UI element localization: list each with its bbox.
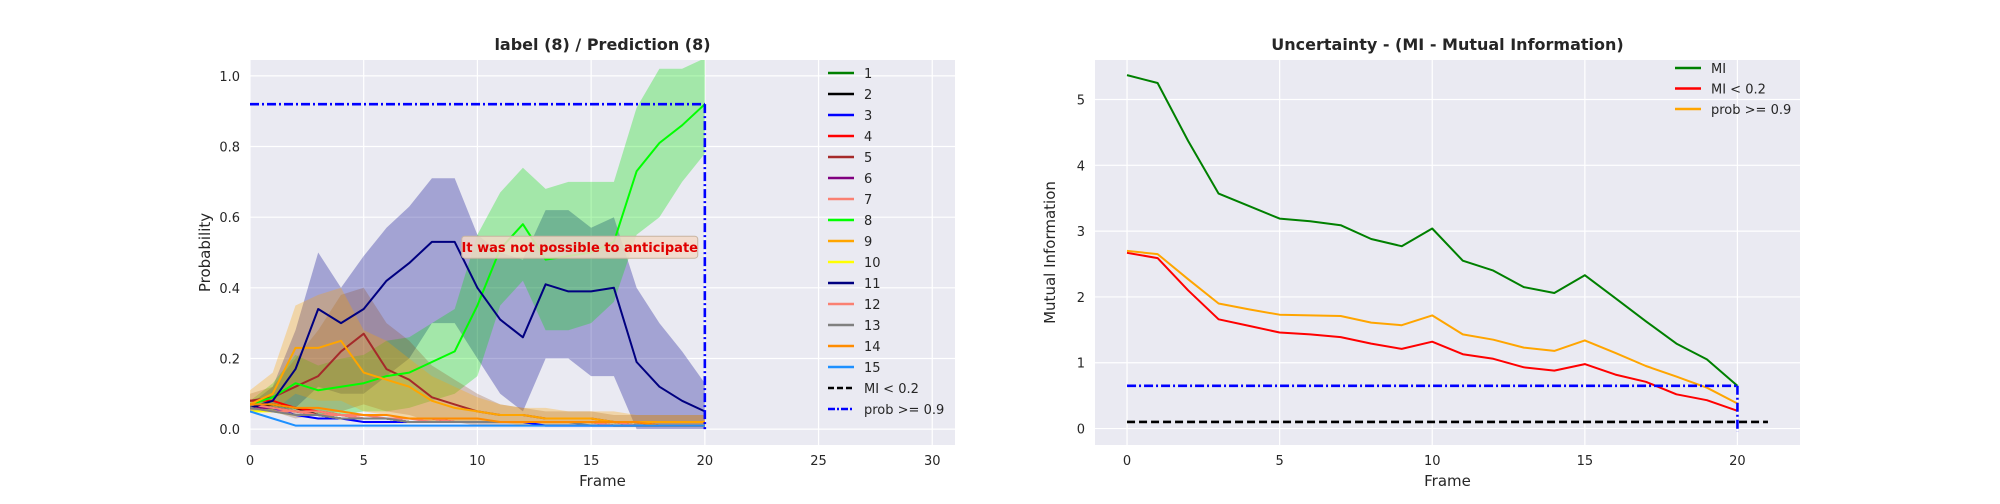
annotation-box xyxy=(461,235,699,259)
legend-label: MI xyxy=(1711,62,1726,77)
chart-title: label (8) / Prediction (8) xyxy=(494,35,710,54)
probability-chart: 0 5 10 15 20 25 300.00.20.40.60.81.0It was not… xyxy=(196,35,955,490)
series-line-prob-0-9 xyxy=(1126,249,1738,405)
x-tick-label: 10 xyxy=(469,454,486,469)
plot-area xyxy=(1095,60,1800,445)
y-tick-label: 0.0 xyxy=(219,423,240,438)
legend-label: prob >= 0.9 xyxy=(864,403,944,418)
x-tick-label: 5 xyxy=(1276,454,1284,469)
confidence-band-9 xyxy=(250,287,705,426)
legend-label: 7 xyxy=(864,193,872,208)
y-tick-label: 1.0 xyxy=(219,70,240,85)
legend-label: 9 xyxy=(864,235,872,250)
y-tick-label: 5 xyxy=(1077,93,1085,108)
legend-label: 15 xyxy=(864,361,881,376)
legend-label: 3 xyxy=(864,109,872,124)
y-axis-label: Probability xyxy=(196,213,214,292)
x-tick-label: 25 xyxy=(810,454,827,469)
legend-label: 13 xyxy=(864,319,881,334)
y-tick-label: 4 xyxy=(1077,159,1085,174)
x-axis-label: Frame xyxy=(579,472,626,490)
series-line-mi xyxy=(1126,74,1739,387)
y-axis-label: Mutual Information xyxy=(1041,181,1059,324)
legend-label: prob >= 0.9 xyxy=(1711,103,1791,118)
legend-label: 1 xyxy=(864,67,872,82)
series-line-8 xyxy=(250,103,706,406)
legend-label: 6 xyxy=(864,172,872,187)
y-tick-label: 2 xyxy=(1077,291,1085,306)
series-line-14 xyxy=(250,403,705,427)
legend-label: MI < 0.2 xyxy=(864,382,919,397)
chart-title: Uncertainty - (MI - Mutual Information) xyxy=(1271,35,1623,54)
y-tick-label: 3 xyxy=(1077,225,1085,240)
legend-label: 5 xyxy=(864,151,872,166)
legend: MI MI < 0.2 prob >= 0.9 xyxy=(1675,62,1791,118)
legend-label: 10 xyxy=(864,256,881,271)
x-tick-label: 20 xyxy=(697,454,714,469)
x-tick-label: 5 xyxy=(360,454,368,469)
legend-label: 8 xyxy=(864,214,872,229)
series-line-11 xyxy=(250,240,706,413)
x-tick-label: 0 xyxy=(1123,454,1131,469)
x-tick-label: 20 xyxy=(1729,454,1746,469)
plot-content xyxy=(1126,74,1739,412)
y-tick-label: 0.4 xyxy=(219,282,240,297)
y-tick-label: 1 xyxy=(1077,357,1085,372)
x-tick-label: 15 xyxy=(583,454,600,469)
legend-label: MI < 0.2 xyxy=(1711,83,1766,98)
legend-label: 2 xyxy=(864,88,872,103)
confidence-band-5 xyxy=(250,287,705,426)
legend-label: 14 xyxy=(864,340,881,355)
annotation-text: It was not possible to anticipate xyxy=(462,241,699,256)
series-line-mi-0-2 xyxy=(1126,251,1738,412)
x-tick-label: 15 xyxy=(1577,454,1594,469)
y-tick-label: 0.2 xyxy=(219,352,240,367)
y-tick-label: 0.8 xyxy=(219,141,240,156)
x-tick-label: 0 xyxy=(246,454,254,469)
y-tick-label: 0.6 xyxy=(219,211,240,226)
x-axis-label: Frame xyxy=(1424,472,1471,490)
uncertainty-chart: 0 5 10 15 20 0 1 2 3 4 5 Uncertainty - (MI - Mutual… xyxy=(1041,35,1800,490)
x-tick-label: 30 xyxy=(924,454,941,469)
legend-label: 4 xyxy=(864,130,872,145)
legend-label: 12 xyxy=(864,298,881,313)
series-line-15 xyxy=(250,410,705,427)
x-tick-label: 10 xyxy=(1424,454,1441,469)
legend-label: 11 xyxy=(864,277,881,292)
y-tick-label: 0 xyxy=(1077,423,1085,438)
